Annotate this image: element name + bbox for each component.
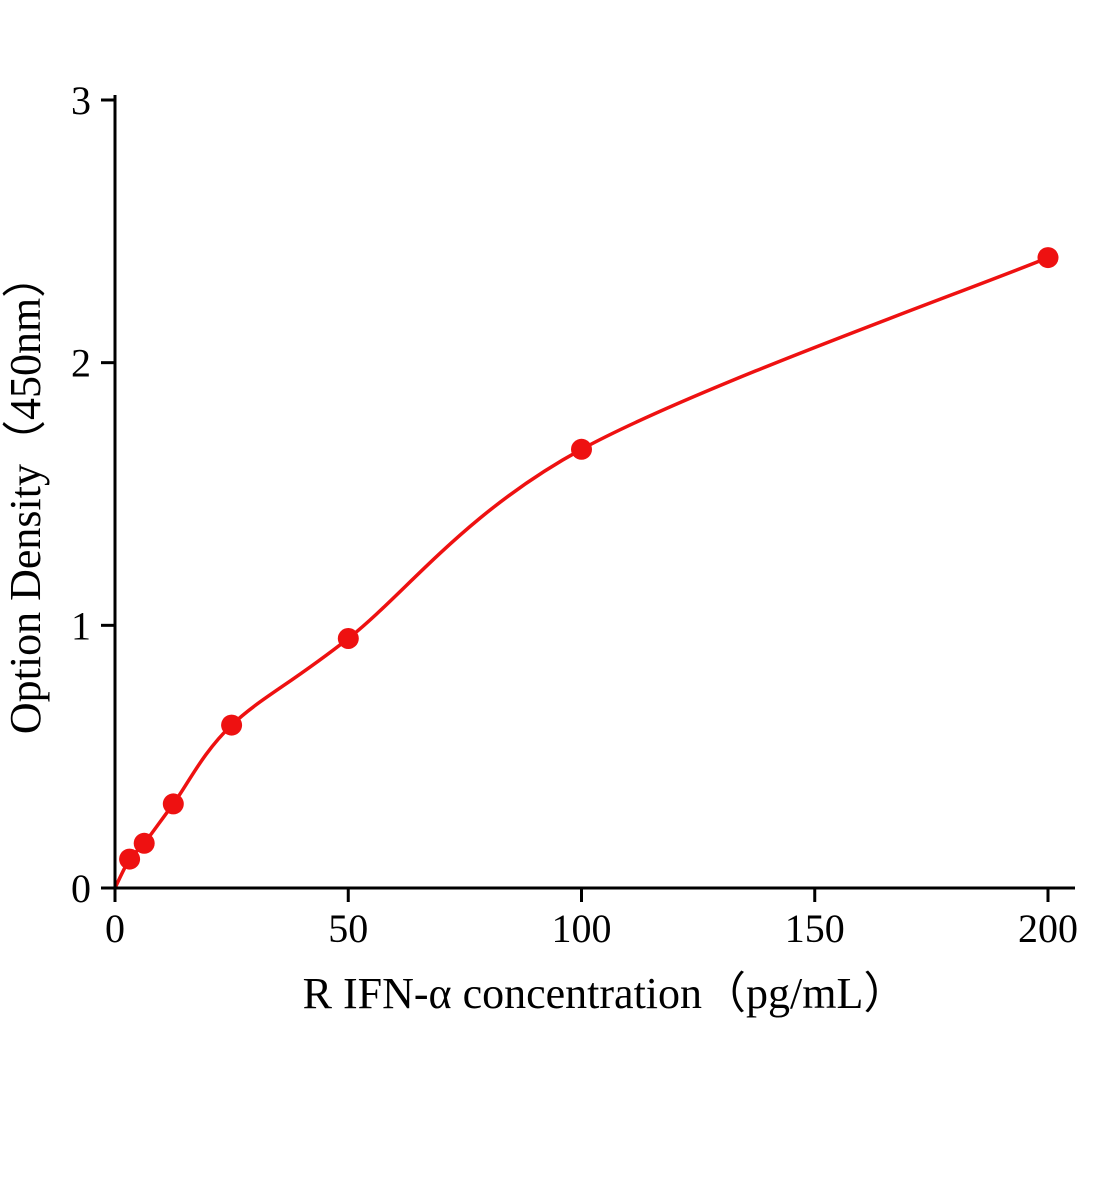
data-point: [571, 438, 592, 460]
y-tick-label: 3: [71, 78, 91, 123]
data-point: [221, 714, 243, 736]
y-tick-labels: 0 1 2 3: [71, 78, 91, 911]
x-tick-label: 200: [1018, 906, 1078, 951]
x-tick-label: 100: [552, 906, 612, 951]
fit-curve-layer: [113, 255, 1049, 889]
y-tick-label: 0: [71, 866, 91, 911]
y-tick-label: 1: [71, 603, 91, 648]
data-point: [119, 848, 141, 870]
x-tick-label: 0: [105, 906, 125, 951]
data-point: [337, 628, 359, 649]
fit-curve: [113, 255, 1049, 889]
axes-layer: [113, 95, 1075, 890]
data-points-layer: [119, 247, 1059, 870]
data-point: [162, 793, 184, 815]
y-tick-marks: [101, 98, 115, 890]
y-axis-label: Option Density（450nm）: [1, 254, 50, 734]
axis-lines: [113, 95, 1075, 890]
y-tick-label: 2: [71, 341, 91, 386]
x-tick-label: 150: [785, 906, 845, 951]
x-axis-label: R IFN-α concentration（pg/mL）: [303, 969, 908, 1018]
data-point: [133, 832, 155, 854]
data-point: [1037, 247, 1059, 269]
x-tick-labels: 0 50 100 150 200: [105, 906, 1078, 951]
x-tick-label: 50: [328, 906, 368, 951]
x-tick-marks: [113, 888, 1050, 902]
